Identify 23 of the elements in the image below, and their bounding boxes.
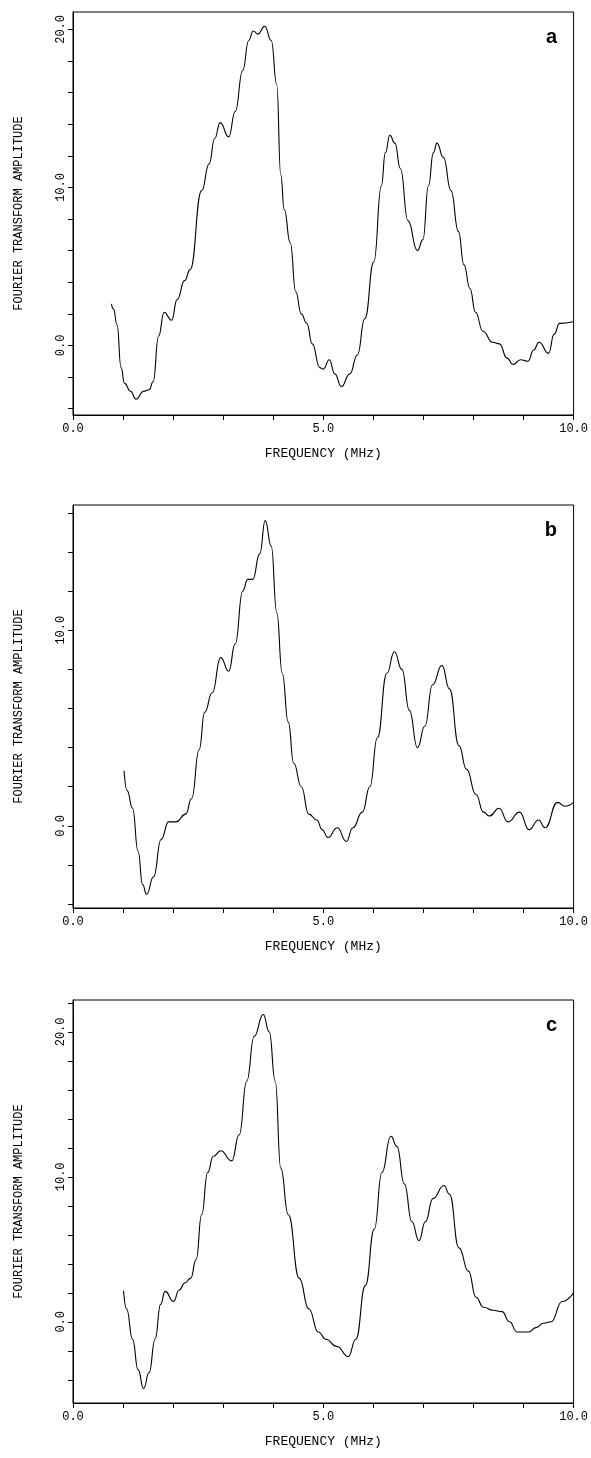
y-axis-title: FOURIER TRANSFORM AMPLITUDE (12, 1104, 26, 1299)
x-axis-title: FREQUENCY (MHz) (264, 446, 382, 461)
y-tick-label: 0.0 (54, 815, 68, 837)
y-tick-label: 20.0 (54, 1017, 68, 1047)
y-tick-label: 20.0 (54, 14, 68, 44)
y-axis-title: FOURIER TRANSFORM AMPLITUDE (12, 609, 26, 804)
y-tick-label: 0.0 (54, 1311, 68, 1333)
y-tick-label: 0.0 (54, 334, 68, 357)
annotation: a (545, 25, 558, 47)
x-tick-label: 5.0 (312, 1410, 335, 1424)
x-tick-label: 10.0 (559, 422, 588, 436)
x-tick-label: 10.0 (559, 915, 588, 929)
x-tick-label: 5.0 (312, 915, 335, 929)
x-axis-title: FREQUENCY (MHz) (264, 1434, 382, 1449)
annotation: b (544, 518, 557, 540)
y-axis-title: FOURIER TRANSFORM AMPLITUDE (12, 116, 26, 311)
x-tick-label: 10.0 (559, 1410, 588, 1424)
y-tick-label: 10.0 (54, 615, 68, 645)
x-tick-label: 5.0 (312, 422, 335, 436)
y-tick-label: 10.0 (54, 173, 68, 202)
x-axis-title: FREQUENCY (MHz) (264, 939, 382, 954)
y-tick-label: 10.0 (54, 1162, 68, 1192)
annotation: c (545, 1013, 557, 1035)
